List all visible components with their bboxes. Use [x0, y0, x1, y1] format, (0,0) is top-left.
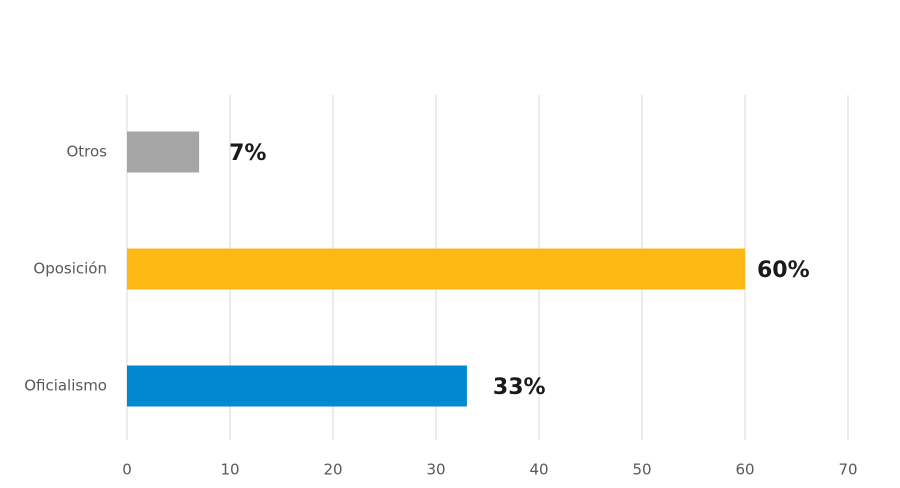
x-tick-label: 70	[838, 461, 857, 479]
bar	[127, 365, 467, 407]
x-tick-label: 50	[632, 461, 651, 479]
x-tick-label: 60	[735, 461, 754, 479]
x-tick-label: 30	[426, 461, 445, 479]
x-tick-label: 40	[529, 461, 548, 479]
value-label: 7%	[229, 141, 266, 166]
y-tick-label: Otros	[66, 143, 107, 161]
bar	[127, 248, 745, 290]
x-tick-label: 20	[323, 461, 342, 479]
y-tick-label: Oficialismo	[24, 377, 107, 395]
value-label: 60%	[757, 258, 810, 283]
x-tick-label: 0	[122, 461, 132, 479]
y-tick-label: Oposición	[33, 260, 107, 278]
bar	[127, 131, 200, 173]
value-label: 33%	[493, 375, 546, 400]
x-tick-label: 10	[220, 461, 239, 479]
